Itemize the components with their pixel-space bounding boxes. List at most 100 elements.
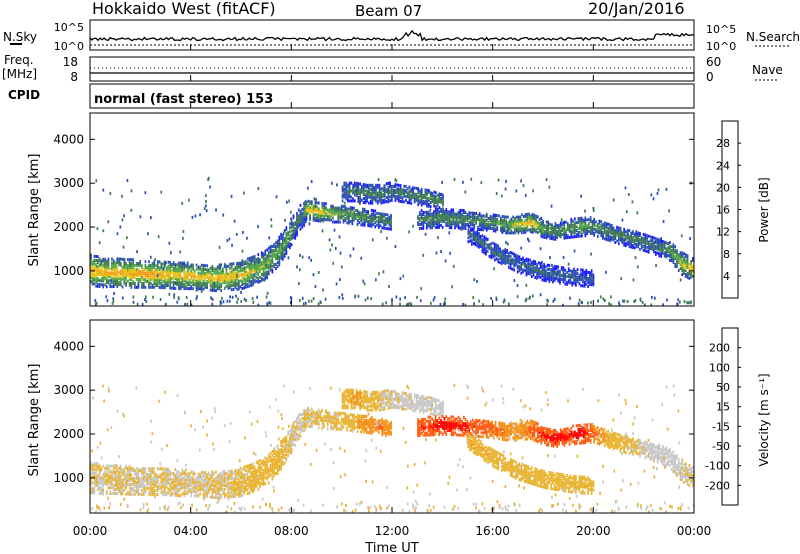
data-cell	[424, 188, 427, 192]
data-cell	[271, 264, 274, 268]
data-cell	[301, 223, 304, 227]
data-cell	[218, 281, 221, 285]
data-cell	[541, 270, 544, 274]
data-cell	[185, 271, 187, 275]
data-cell	[155, 268, 157, 272]
data-cell	[169, 493, 171, 497]
scatter-cell	[528, 239, 530, 243]
data-cell	[374, 213, 377, 217]
data-cell	[662, 245, 664, 249]
data-cell	[215, 285, 217, 289]
data-cell	[100, 490, 103, 494]
data-cell	[551, 223, 553, 227]
data-cell	[114, 474, 117, 478]
data-cell	[562, 266, 565, 270]
data-cell	[470, 223, 472, 227]
data-cell	[360, 217, 362, 221]
data-cell	[186, 482, 189, 486]
data-cell	[424, 210, 426, 214]
data-cell	[178, 476, 180, 480]
data-cell	[169, 278, 171, 282]
data-cell	[686, 256, 689, 260]
scatter-cell	[168, 292, 171, 296]
data-cell	[167, 471, 170, 475]
data-cell	[209, 487, 212, 491]
data-cell	[149, 285, 152, 289]
data-cell	[413, 194, 416, 198]
data-cell	[590, 271, 593, 275]
data-cell	[179, 478, 182, 482]
data-cell	[475, 217, 477, 221]
scatter-cell	[144, 191, 147, 195]
scatter-cell	[621, 218, 624, 222]
data-cell	[229, 272, 231, 276]
data-cell	[434, 222, 437, 226]
data-cell	[201, 263, 203, 267]
data-cell	[201, 267, 203, 271]
data-cell	[596, 225, 599, 228]
data-cell	[262, 270, 265, 274]
scatter-cell	[686, 301, 688, 305]
scatter-cell	[404, 296, 406, 300]
data-cell	[114, 478, 117, 482]
data-cell	[305, 209, 308, 213]
data-cell	[118, 472, 120, 476]
data-cell	[484, 218, 486, 222]
data-cell	[517, 223, 520, 227]
data-cell	[562, 274, 565, 278]
data-cell	[297, 216, 300, 220]
scatter-cell	[528, 296, 531, 300]
data-cell	[262, 254, 265, 258]
data-cell	[104, 271, 106, 275]
data-cell	[632, 230, 634, 234]
data-cell	[98, 271, 101, 275]
data-cell	[243, 268, 245, 272]
data-cell	[155, 276, 157, 279]
data-cell	[683, 268, 685, 272]
data-cell	[197, 287, 200, 291]
data-cell	[635, 239, 638, 242]
data-cell	[346, 217, 348, 221]
data-cell	[206, 473, 208, 477]
data-cell	[109, 480, 112, 484]
scatter-cell	[336, 183, 338, 187]
data-cell	[123, 482, 126, 486]
data-cell	[178, 488, 180, 492]
data-cell	[530, 267, 533, 271]
data-cell	[116, 275, 119, 279]
scatter-cell	[226, 299, 229, 303]
scatter-cell	[188, 198, 190, 202]
data-cell	[482, 220, 484, 224]
scatter-cell	[441, 207, 444, 211]
data-cell	[508, 221, 511, 225]
data-cell	[483, 245, 486, 249]
data-cell	[215, 496, 217, 500]
data-cell	[144, 279, 147, 283]
data-cell	[118, 482, 120, 486]
data-cell	[478, 222, 481, 226]
data-cell	[554, 224, 557, 227]
data-cell	[525, 267, 528, 271]
data-cell	[438, 216, 440, 220]
data-cell	[447, 216, 449, 220]
data-cell	[341, 195, 344, 199]
data-cell	[470, 219, 472, 223]
data-cell	[589, 281, 591, 285]
scatter-cell	[657, 188, 660, 192]
data-cell	[419, 201, 421, 205]
data-cell	[552, 227, 555, 231]
scatter-cell	[177, 296, 180, 300]
scatter-cell	[654, 296, 656, 300]
data-cell	[538, 275, 540, 279]
data-cell	[582, 218, 585, 222]
data-cell	[690, 267, 692, 271]
data-cell	[370, 208, 373, 212]
data-cell	[385, 223, 387, 226]
data-cell	[318, 219, 320, 223]
data-cell	[162, 481, 164, 485]
data-cell	[91, 272, 94, 276]
data-cell	[513, 254, 515, 258]
data-cell	[127, 266, 129, 269]
data-cell	[216, 492, 219, 496]
data-cell	[102, 488, 104, 492]
